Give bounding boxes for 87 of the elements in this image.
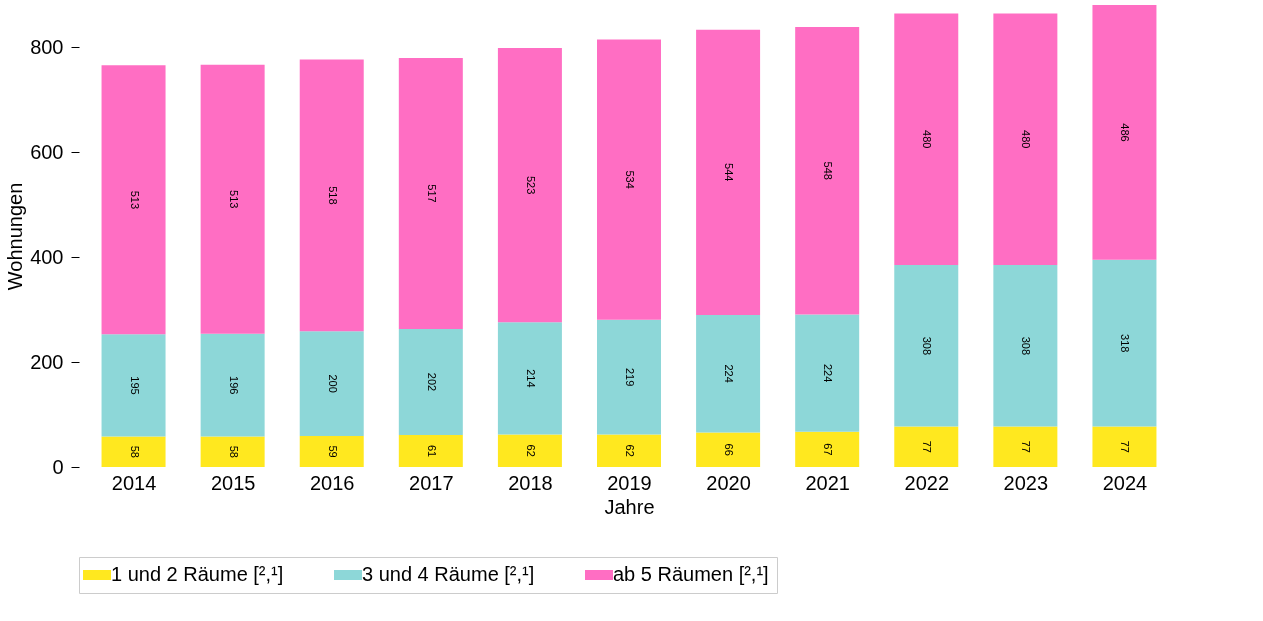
data-label: 202 — [425, 372, 438, 392]
y-axis-title: Wohnungen — [4, 182, 27, 291]
data-label: 195 — [128, 376, 141, 395]
data-label: 77 — [1020, 440, 1033, 453]
x-tick-label: 2023 — [1003, 471, 1049, 494]
data-label: 224 — [723, 364, 736, 383]
x-tick-label: 2014 — [111, 471, 157, 494]
bar — [299, 331, 364, 437]
x-tick-label: 2022 — [904, 471, 950, 494]
bar — [993, 265, 1058, 427]
data-label: 318 — [1119, 334, 1132, 353]
x-tick-label: 2017 — [409, 471, 454, 494]
data-label: 544 — [723, 163, 736, 182]
bar — [894, 13, 959, 266]
data-label: 58 — [227, 445, 240, 458]
y-tick-label: 800 — [30, 35, 64, 58]
data-label: 523 — [524, 175, 537, 195]
data-label: 308 — [921, 336, 934, 356]
bar — [696, 432, 761, 467]
x-tick-label: 2019 — [607, 471, 652, 494]
bar — [101, 334, 166, 437]
bar — [597, 434, 661, 467]
legend-label: ab 5 Räumen [²,¹] — [613, 563, 769, 585]
bar — [299, 436, 364, 467]
data-label: 59 — [326, 445, 339, 458]
bar — [696, 29, 761, 315]
data-label: 548 — [822, 161, 835, 180]
legend-label: 3 und 4 Räume [²,¹] — [362, 563, 535, 585]
bar — [993, 13, 1058, 266]
data-label: 77 — [921, 440, 934, 453]
x-tick-label: 2015 — [210, 471, 256, 494]
bar — [497, 48, 562, 323]
data-label: 200 — [326, 374, 339, 393]
data-label: 480 — [921, 130, 934, 149]
y-tick-label: 0 — [52, 455, 64, 478]
bar — [795, 27, 860, 315]
y-tick-label: 400 — [30, 245, 64, 268]
x-tick-label: 2018 — [508, 471, 553, 494]
bar — [1092, 426, 1157, 467]
bar — [795, 431, 860, 467]
bar — [398, 329, 463, 436]
x-axis-title: Jahre — [604, 495, 655, 518]
data-label: 486 — [1119, 123, 1132, 142]
x-tick-label: 2016 — [309, 471, 355, 494]
data-label: 58 — [128, 445, 141, 458]
x-tick-label: 2020 — [706, 471, 751, 494]
bar — [894, 265, 959, 427]
bar — [497, 322, 562, 435]
bar — [1092, 259, 1157, 427]
bar — [597, 319, 661, 435]
bar — [299, 59, 364, 332]
data-label: 62 — [624, 444, 636, 457]
bar — [398, 57, 463, 330]
bar — [497, 434, 562, 467]
bar — [200, 333, 265, 437]
data-label: 224 — [822, 363, 835, 383]
data-label: 534 — [624, 170, 636, 189]
data-label: 77 — [1119, 440, 1132, 453]
data-label: 61 — [425, 444, 438, 458]
data-label: 513 — [128, 190, 141, 209]
data-label: 196 — [227, 376, 240, 395]
data-label: 62 — [524, 444, 537, 457]
data-label: 518 — [326, 186, 339, 205]
x-tick-label: 2021 — [805, 471, 850, 494]
bar — [597, 39, 661, 320]
bar — [398, 435, 463, 467]
data-label: 480 — [1020, 130, 1033, 149]
bar — [795, 314, 860, 432]
data-label: 66 — [723, 443, 736, 456]
bar — [101, 436, 166, 467]
bar — [200, 436, 265, 467]
legend-label: 1 und 2 Räume [²,¹] — [111, 563, 284, 585]
bar — [101, 65, 166, 335]
y-tick-label: 600 — [30, 140, 64, 163]
bar — [993, 426, 1058, 467]
bar — [1092, 5, 1157, 260]
data-label: 513 — [227, 190, 240, 209]
data-label: 67 — [822, 443, 835, 456]
bar — [200, 64, 265, 334]
y-tick-label: 200 — [30, 350, 64, 373]
x-tick-label: 2024 — [1102, 471, 1148, 494]
bar — [894, 426, 959, 467]
bar — [696, 314, 761, 433]
data-label: 517 — [425, 184, 438, 203]
data-label: 219 — [624, 367, 636, 387]
data-label: 214 — [524, 369, 537, 388]
data-label: 308 — [1020, 336, 1033, 356]
